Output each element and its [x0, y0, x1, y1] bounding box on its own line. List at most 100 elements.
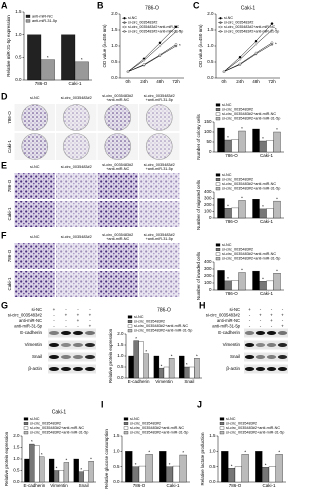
legend-swatch: [123, 426, 129, 430]
x-tick-label: 786-O: [133, 483, 146, 488]
significance-mark: *: [276, 196, 278, 201]
column-label: si-circ_0035483#2: [144, 233, 175, 237]
y-tick-label: 0.5: [13, 468, 20, 473]
x-tick-label: 24h: [236, 79, 244, 84]
y-tick-label: 0.5: [209, 464, 216, 469]
point: [158, 44, 162, 48]
colony-plate: [21, 133, 49, 160]
significance-mark: *: [31, 439, 33, 444]
y-tick-label: 0.5: [111, 59, 118, 64]
legend-swatch: [219, 431, 225, 435]
significance-mark: *: [90, 456, 92, 461]
y-tick-label: 0.5: [113, 464, 120, 469]
column-label: +anti-miR-NC: [106, 237, 129, 241]
y-tick-label: 0.5: [117, 364, 124, 369]
significance-mark: *: [241, 268, 243, 273]
legend-label: si-NC: [222, 173, 232, 177]
legend-label: si-circ_0035483#2+anti-miR-31-5p: [128, 29, 183, 33]
legend-marker: [123, 25, 126, 29]
y-tick-label: 0.0: [111, 75, 118, 80]
legend-swatch: [25, 19, 31, 23]
legend-swatch: [23, 431, 29, 435]
blot-band: [60, 331, 72, 335]
y-axis-label: Relative lactate production: [200, 432, 205, 486]
cell-image: [97, 173, 138, 199]
blot-band: [255, 355, 266, 359]
blot-band: [244, 343, 255, 347]
blot-strip: [48, 328, 96, 338]
cell-image: [97, 243, 138, 269]
point: [142, 63, 146, 66]
condition-sign: -: [53, 324, 55, 329]
condition-sign: -: [249, 324, 251, 329]
point: [174, 30, 178, 33]
significance-mark: *: [56, 466, 58, 471]
blot-band: [277, 331, 288, 335]
cell-image: [14, 243, 55, 269]
condition-sign: +: [77, 318, 80, 323]
y-tick-label: 2.0: [13, 433, 20, 438]
condition-sign: +: [270, 318, 273, 323]
legend-swatch: [25, 14, 31, 18]
bar: [168, 358, 175, 379]
cell-image: [139, 201, 180, 227]
bar: [255, 451, 263, 483]
y-tick-label: 1.5: [111, 27, 118, 32]
x-tick-label: 786-O: [225, 153, 238, 158]
bar: [133, 340, 139, 379]
panel-letter: J: [197, 399, 202, 409]
cell-image: [56, 243, 97, 269]
x-tick-label: Vimentin: [50, 483, 68, 488]
legend-label: anti-miR-31-5p: [32, 19, 57, 23]
bar: [238, 130, 246, 153]
legend-swatch: [219, 422, 225, 425]
bar: [74, 61, 89, 81]
legend-swatch: [123, 431, 129, 435]
bar: [259, 281, 267, 291]
blot-band: [72, 343, 84, 347]
blot-band: [60, 343, 72, 347]
y-tick-label: 300: [204, 196, 212, 201]
significance-mark: *: [186, 362, 188, 367]
blot-band: [60, 355, 72, 359]
bar: [234, 466, 242, 483]
y-tick-label: 2.0: [117, 331, 124, 336]
bar: [238, 200, 246, 219]
significance-mark: *: [276, 127, 278, 132]
y-tick-label: 300: [204, 266, 212, 271]
blot-band: [244, 367, 255, 371]
legend-label: si-circ_0035483#2+anti-miR-NC: [224, 25, 276, 29]
condition-sign: +: [281, 313, 284, 318]
condition-sign: +: [259, 313, 262, 318]
y-tick-label: 1.0: [13, 456, 20, 461]
y-tick-label: 0: [209, 215, 212, 220]
condition-label: anti-miR-31-5p: [14, 324, 42, 329]
y-tick-label: 1.5: [113, 433, 120, 438]
legend-swatch: [215, 178, 221, 181]
bar: [128, 355, 134, 379]
legend-swatch: [23, 422, 29, 425]
legend-label: si-circ_0035483#2+anti-miR-31-5p: [226, 431, 284, 435]
condition-sign: -: [77, 307, 79, 312]
legend-label: si-circ_0035483#2+anti-miR-31-5p: [222, 257, 280, 261]
protein-label: Snail: [32, 354, 42, 359]
legend-swatch: [215, 257, 221, 261]
row-label: Caki-1: [7, 207, 12, 221]
column-label: si-NC: [30, 235, 40, 239]
y-axis-label: Number of migrated cells: [196, 179, 201, 230]
condition-label: anti-miR-NC: [19, 318, 42, 323]
legend-swatch: [215, 173, 221, 177]
y-axis-label: OD value (λ=450 nm): [198, 24, 203, 67]
legend-marker: [219, 30, 222, 33]
bar: [273, 131, 281, 153]
significance-mark: *: [169, 462, 171, 467]
significance-mark: *: [179, 43, 181, 48]
blot-band: [72, 331, 84, 335]
y-tick-label: 2.0: [111, 11, 118, 16]
y-tick-label: 150: [204, 119, 212, 124]
legend-label: si-circ_0035483#2+anti-miR-NC: [30, 426, 84, 430]
legend-marker: [219, 25, 222, 29]
row-label: Caki-1: [7, 277, 12, 291]
legend-swatch: [215, 252, 221, 256]
significance-mark: *: [241, 196, 243, 201]
